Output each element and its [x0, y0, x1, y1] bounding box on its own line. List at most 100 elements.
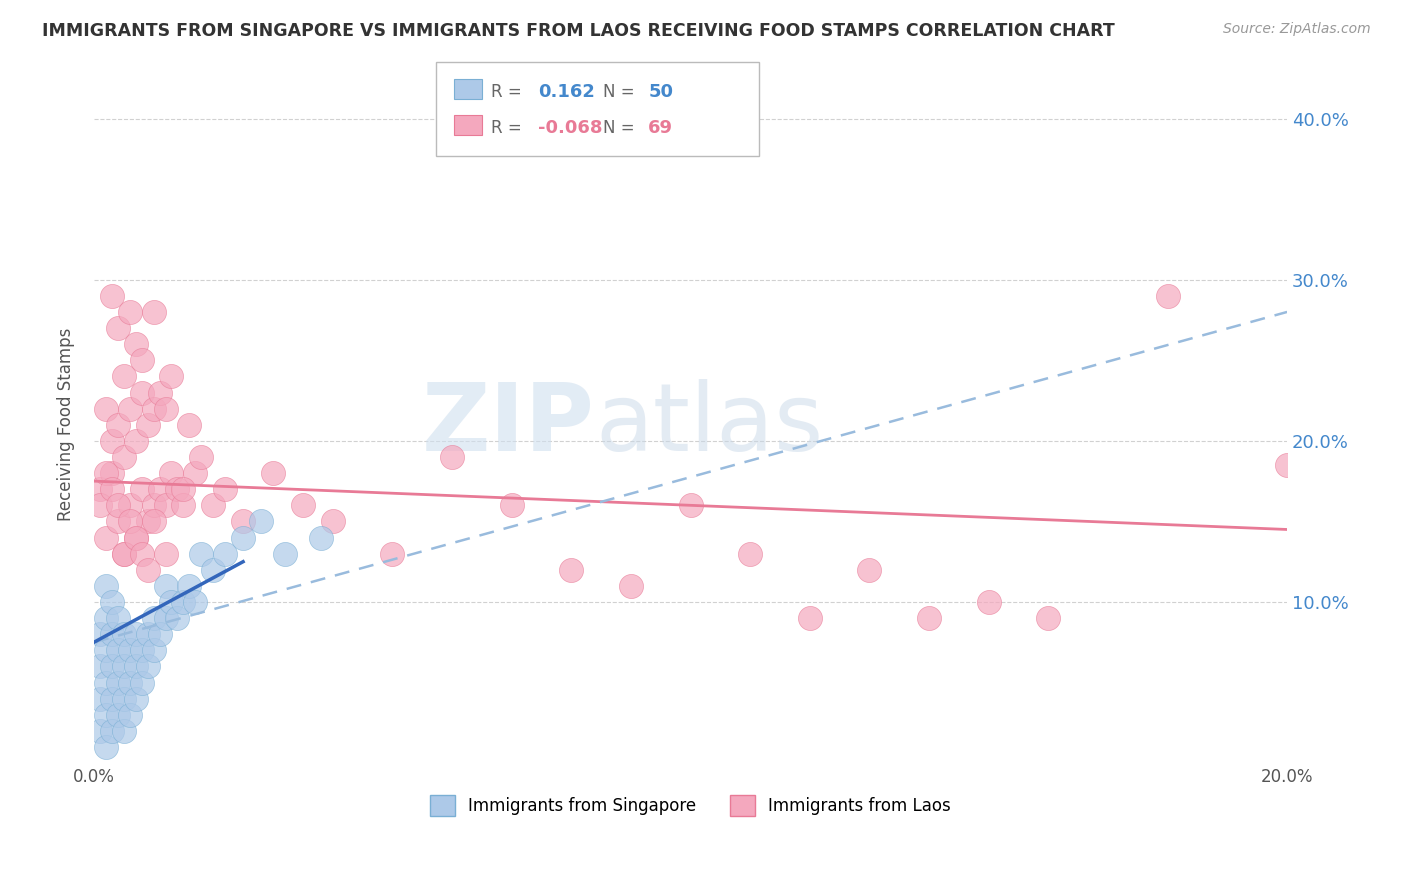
Point: [94, 579, 117, 593]
Point: [118, 515, 141, 529]
Point: [131, 675, 153, 690]
Point: [440, 450, 463, 464]
Point: [118, 401, 141, 416]
Point: [112, 659, 135, 673]
Text: IMMIGRANTS FROM SINGAPORE VS IMMIGRANTS FROM LAOS RECEIVING FOOD STAMPS CORRELAT: IMMIGRANTS FROM SINGAPORE VS IMMIGRANTS …: [42, 22, 1115, 40]
Point: [977, 595, 1000, 609]
Point: [214, 547, 236, 561]
Point: [107, 675, 129, 690]
Point: [155, 401, 177, 416]
Point: [142, 643, 165, 657]
Point: [190, 450, 212, 464]
Point: [274, 547, 297, 561]
Point: [202, 563, 225, 577]
Point: [107, 321, 129, 335]
Point: [101, 691, 124, 706]
Point: [155, 498, 177, 512]
Text: 50: 50: [648, 83, 673, 101]
Point: [262, 466, 284, 480]
Point: [112, 691, 135, 706]
Point: [107, 643, 129, 657]
Point: [94, 675, 117, 690]
Point: [136, 627, 159, 641]
Point: [136, 515, 159, 529]
Point: [184, 595, 207, 609]
Point: [172, 498, 194, 512]
Point: [142, 515, 165, 529]
Point: [560, 563, 582, 577]
Point: [309, 531, 332, 545]
Point: [190, 547, 212, 561]
Point: [101, 434, 124, 448]
Point: [112, 369, 135, 384]
Point: [160, 595, 183, 609]
Point: [184, 466, 207, 480]
Point: [620, 579, 643, 593]
Point: [1038, 611, 1060, 625]
Point: [291, 498, 314, 512]
Point: [799, 611, 821, 625]
Point: [160, 369, 183, 384]
Point: [232, 515, 254, 529]
Point: [166, 611, 188, 625]
Point: [1275, 458, 1298, 472]
Point: [918, 611, 941, 625]
Point: [322, 515, 344, 529]
Point: [125, 337, 148, 351]
Text: Source: ZipAtlas.com: Source: ZipAtlas.com: [1223, 22, 1371, 37]
Point: [1157, 289, 1180, 303]
Point: [118, 498, 141, 512]
Point: [118, 643, 141, 657]
Point: [107, 417, 129, 432]
Text: R =: R =: [491, 83, 522, 101]
Point: [155, 547, 177, 561]
Point: [89, 498, 111, 512]
Point: [112, 723, 135, 738]
Point: [142, 305, 165, 319]
Point: [131, 547, 153, 561]
Point: [381, 547, 404, 561]
Text: 0.162: 0.162: [538, 83, 595, 101]
Point: [142, 401, 165, 416]
Point: [148, 627, 170, 641]
Point: [112, 547, 135, 561]
Point: [202, 498, 225, 512]
Point: [858, 563, 880, 577]
Point: [107, 611, 129, 625]
Point: [107, 498, 129, 512]
Text: N =: N =: [603, 83, 634, 101]
Point: [155, 611, 177, 625]
Point: [118, 675, 141, 690]
Text: ZIP: ZIP: [422, 379, 595, 471]
Point: [101, 595, 124, 609]
Point: [118, 305, 141, 319]
Point: [125, 627, 148, 641]
Point: [250, 515, 273, 529]
Text: R =: R =: [491, 119, 522, 136]
Point: [89, 482, 111, 496]
Point: [112, 627, 135, 641]
Point: [125, 659, 148, 673]
Point: [148, 482, 170, 496]
Point: [172, 482, 194, 496]
Point: [107, 515, 129, 529]
Point: [94, 611, 117, 625]
Point: [101, 659, 124, 673]
Point: [131, 385, 153, 400]
Point: [107, 707, 129, 722]
Point: [172, 595, 194, 609]
Point: [94, 466, 117, 480]
Point: [94, 707, 117, 722]
Point: [136, 563, 159, 577]
Point: [118, 707, 141, 722]
Point: [94, 643, 117, 657]
Point: [101, 466, 124, 480]
Point: [101, 289, 124, 303]
Point: [160, 466, 183, 480]
Point: [136, 659, 159, 673]
Point: [89, 627, 111, 641]
Legend: Immigrants from Singapore, Immigrants from Laos: Immigrants from Singapore, Immigrants fr…: [423, 789, 957, 822]
Point: [89, 723, 111, 738]
Point: [112, 547, 135, 561]
Point: [101, 627, 124, 641]
